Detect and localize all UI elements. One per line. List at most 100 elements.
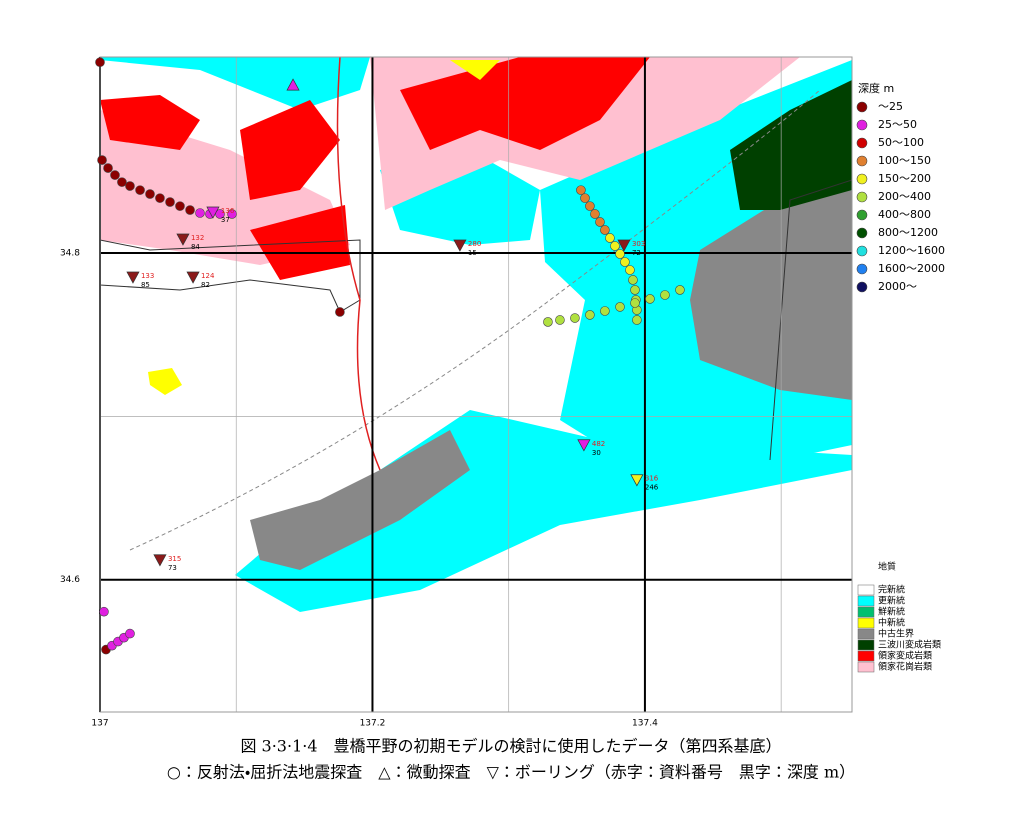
site-id: 133 bbox=[141, 272, 154, 280]
survey-point bbox=[645, 294, 655, 304]
legend-label: 更新統 bbox=[878, 595, 905, 607]
borehole-site bbox=[186, 271, 200, 284]
survey-point bbox=[675, 285, 685, 295]
site-depth: 84 bbox=[191, 243, 200, 251]
legend-swatch bbox=[857, 617, 875, 629]
legend-marker bbox=[856, 173, 868, 185]
site-id: 124 bbox=[201, 272, 215, 280]
caption-line: ○：反射法・屈折法地震探査 △：微動探査 ▽：ボーリング（赤字：資料番号 黒字：… bbox=[167, 763, 855, 782]
geology-legend-title: 地質 bbox=[878, 561, 896, 573]
survey-point bbox=[630, 285, 640, 295]
site-depth: 72 bbox=[632, 249, 641, 257]
borehole-site bbox=[153, 554, 167, 567]
survey-point bbox=[576, 185, 586, 195]
survey-point bbox=[185, 205, 195, 215]
legend-marker bbox=[856, 101, 868, 113]
legend-marker bbox=[856, 263, 868, 275]
borehole-site bbox=[577, 439, 591, 452]
legend-label: 800～1200 bbox=[878, 226, 938, 239]
survey-point bbox=[227, 209, 237, 219]
survey-point bbox=[175, 201, 185, 211]
legend-label: 完新統 bbox=[878, 584, 905, 596]
legend-marker bbox=[856, 227, 868, 239]
legend-label: 1600～2000 bbox=[878, 262, 945, 275]
survey-point bbox=[543, 317, 553, 327]
survey-point bbox=[600, 306, 610, 316]
survey-point bbox=[660, 290, 670, 300]
site-id: 136 bbox=[221, 207, 235, 215]
legend-marker bbox=[856, 281, 868, 293]
site-id: 303 bbox=[632, 240, 645, 248]
site-id: 482 bbox=[592, 440, 605, 448]
survey-point bbox=[625, 265, 635, 275]
legend-label: 2000～ bbox=[878, 280, 917, 293]
borehole-site bbox=[286, 78, 300, 91]
legend-swatch bbox=[857, 595, 875, 607]
survey-point bbox=[110, 170, 120, 180]
site-depth: 73 bbox=[168, 564, 177, 572]
site-depth: 82 bbox=[201, 281, 210, 289]
survey-point bbox=[555, 315, 565, 325]
survey-point bbox=[620, 257, 630, 267]
borehole-site bbox=[617, 239, 631, 252]
survey-point bbox=[585, 201, 595, 211]
borehole-site bbox=[176, 233, 190, 246]
site-depth: 15 bbox=[468, 249, 477, 257]
site-id: 316 bbox=[645, 475, 659, 483]
depth-legend-title: 深度 m bbox=[858, 82, 894, 95]
survey-point bbox=[615, 249, 625, 259]
legend-swatch bbox=[857, 606, 875, 618]
legend-marker bbox=[856, 209, 868, 221]
survey-point bbox=[628, 275, 638, 285]
site-depth: 85 bbox=[141, 281, 150, 289]
legend-label: 100～150 bbox=[878, 154, 931, 167]
survey-point bbox=[630, 298, 640, 308]
survey-point bbox=[99, 606, 109, 617]
legend-label: 中新統 bbox=[878, 617, 905, 629]
caption-line: 図 3·3·1·4 豊橋平野の初期モデルの検討に使用したデータ（第四系基底） bbox=[240, 737, 781, 756]
legend-swatch bbox=[857, 661, 875, 673]
y-tick-label: 34.8 bbox=[60, 249, 80, 259]
survey-point bbox=[95, 57, 105, 68]
survey-point bbox=[125, 181, 135, 191]
site-id: 280 bbox=[468, 240, 481, 248]
borehole-site bbox=[630, 474, 644, 487]
legend-marker bbox=[856, 191, 868, 203]
survey-point bbox=[125, 628, 135, 639]
survey-point bbox=[615, 302, 625, 312]
survey-point bbox=[600, 225, 610, 235]
site-id: 315 bbox=[168, 555, 181, 563]
site-depth: 30 bbox=[592, 449, 601, 457]
legend-marker bbox=[856, 245, 868, 257]
survey-point bbox=[195, 208, 205, 218]
x-tick-label: 137.2 bbox=[360, 719, 386, 729]
survey-point bbox=[585, 310, 595, 320]
survey-point bbox=[117, 177, 127, 187]
legend-label: 領家花崗岩類 bbox=[878, 661, 932, 673]
legend-marker bbox=[856, 137, 868, 149]
x-tick-label: 137 bbox=[91, 719, 108, 729]
survey-point bbox=[580, 193, 590, 203]
geology-map bbox=[100, 57, 852, 712]
legend-label: 領家変成岩類 bbox=[878, 650, 932, 662]
legend-label: 鮮新統 bbox=[878, 606, 905, 618]
survey-point bbox=[610, 241, 620, 251]
legend-marker bbox=[856, 155, 868, 167]
legend-swatch bbox=[857, 584, 875, 596]
site-depth: 246 bbox=[645, 484, 659, 492]
survey-point bbox=[605, 233, 615, 243]
survey-point bbox=[632, 315, 642, 325]
site-id: 132 bbox=[191, 234, 204, 242]
borehole-site bbox=[453, 239, 467, 252]
legend-label: 200～400 bbox=[878, 190, 931, 203]
x-tick-label: 137.4 bbox=[632, 719, 658, 729]
legend-label: 50～100 bbox=[878, 136, 924, 149]
survey-point bbox=[97, 155, 107, 165]
borehole-site bbox=[126, 271, 140, 284]
legend-label: 三波川変成岩類 bbox=[878, 639, 941, 651]
legend-label: 25～50 bbox=[878, 118, 917, 131]
legend-swatch bbox=[857, 650, 875, 662]
survey-point bbox=[595, 217, 605, 227]
legend-label: 150～200 bbox=[878, 172, 931, 185]
